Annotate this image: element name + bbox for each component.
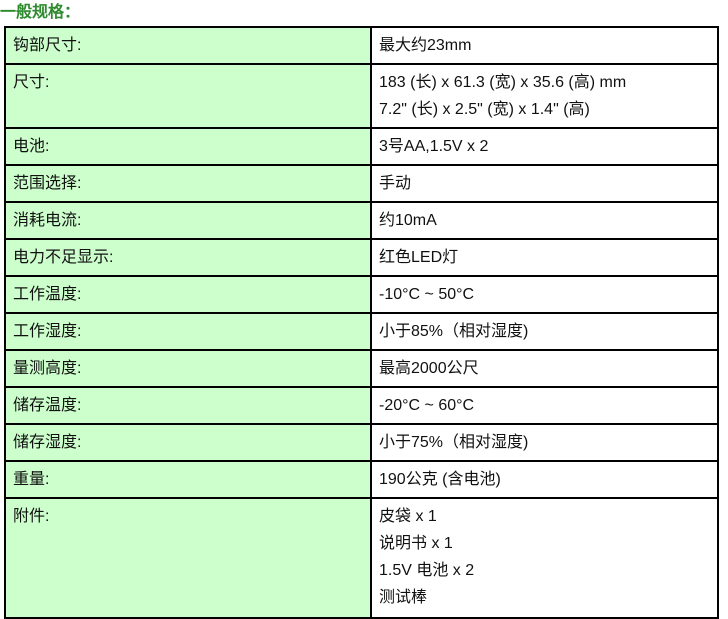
spec-label: 范围选择: — [4, 164, 372, 203]
spec-value: 小于85%（相对湿度) — [370, 312, 719, 351]
spec-label: 工作温度: — [4, 275, 372, 314]
spec-label: 附件: — [4, 497, 372, 619]
spec-row: 电力不足显示: 红色LED灯 — [4, 238, 719, 277]
spec-value: 最大约23mm — [370, 26, 719, 65]
spec-value-line: 7.2" (长) x 2.5" (宽) x 1.4" (高) — [379, 101, 590, 118]
spec-value-line: 小于75%（相对湿度) — [379, 434, 529, 451]
spec-row: 钩部尺寸: 最大约23mm — [4, 26, 719, 65]
spec-value-line: 测试棒 — [379, 589, 428, 606]
spec-value: 手动 — [370, 164, 719, 203]
spec-label: 工作湿度: — [4, 312, 372, 351]
spec-row: 量测高度: 最高2000公尺 — [4, 349, 719, 388]
spec-label: 储存湿度: — [4, 423, 372, 462]
spec-row: 电池: 3号AA,1.5V x 2 — [4, 127, 719, 166]
spec-value: 最高2000公尺 — [370, 349, 719, 388]
spec-value-line: 3号AA,1.5V x 2 — [379, 138, 489, 155]
spec-label: 消耗电流: — [4, 201, 372, 240]
spec-value: 小于75%（相对湿度) — [370, 423, 719, 462]
spec-value-line: 最高2000公尺 — [379, 360, 479, 377]
spec-label: 电池: — [4, 127, 372, 166]
spec-row: 储存湿度: 小于75%（相对湿度) — [4, 423, 719, 462]
spec-value-line: 约10mA — [379, 212, 437, 229]
spec-value-line: 190公克 (含电池) — [379, 471, 501, 488]
spec-value-line: 小于85%（相对湿度) — [379, 323, 529, 340]
spec-table: 钩部尺寸: 最大约23mm 尺寸: 183 (长) x 61.3 (宽) x 35.6… — [4, 26, 719, 619]
spec-label: 电力不足显示: — [4, 238, 372, 277]
spec-row: 尺寸: 183 (长) x 61.3 (宽) x 35.6 (高) mm 7.2" … — [4, 63, 719, 129]
spec-value-line: 红色LED灯 — [379, 249, 459, 266]
spec-row: 工作湿度: 小于85%（相对湿度) — [4, 312, 719, 351]
spec-row: 消耗电流: 约10mA — [4, 201, 719, 240]
spec-value: 约10mA — [370, 201, 719, 240]
spec-value-line: 183 (长) x 61.3 (宽) x 35.6 (高) mm — [379, 74, 627, 91]
spec-row: 附件: 皮袋 x 1 说明书 x 1 1.5V 电池 x 2 测试棒 — [4, 497, 719, 619]
spec-value: 183 (长) x 61.3 (宽) x 35.6 (高) mm 7.2" (长)… — [370, 63, 719, 129]
section-title: 一般规格： — [0, 2, 81, 21]
spec-label: 储存温度: — [4, 386, 372, 425]
spec-value-line: 手动 — [379, 175, 412, 192]
spec-label: 尺寸: — [4, 63, 372, 129]
spec-value-line: 皮袋 x 1 — [379, 508, 437, 525]
spec-row: 工作温度: -10°C ~ 50°C — [4, 275, 719, 314]
spec-value: -10°C ~ 50°C — [370, 275, 719, 314]
spec-value-line: 1.5V 电池 x 2 — [379, 562, 475, 579]
spec-row: 储存温度: -20°C ~ 60°C — [4, 386, 719, 425]
spec-value-line: 说明书 x 1 — [379, 535, 453, 552]
spec-value: 3号AA,1.5V x 2 — [370, 127, 719, 166]
spec-value-line: 最大约23mm — [379, 37, 472, 54]
spec-value: 红色LED灯 — [370, 238, 719, 277]
spec-value-line: -20°C ~ 60°C — [379, 397, 475, 414]
spec-row: 重量: 190公克 (含电池) — [4, 460, 719, 499]
spec-value-line: -10°C ~ 50°C — [379, 286, 475, 303]
spec-row: 范围选择: 手动 — [4, 164, 719, 203]
spec-label: 钩部尺寸: — [4, 26, 372, 65]
spec-label: 量测高度: — [4, 349, 372, 388]
spec-value: -20°C ~ 60°C — [370, 386, 719, 425]
spec-value: 皮袋 x 1 说明书 x 1 1.5V 电池 x 2 测试棒 — [370, 497, 719, 619]
spec-label: 重量: — [4, 460, 372, 499]
spec-value: 190公克 (含电池) — [370, 460, 719, 499]
